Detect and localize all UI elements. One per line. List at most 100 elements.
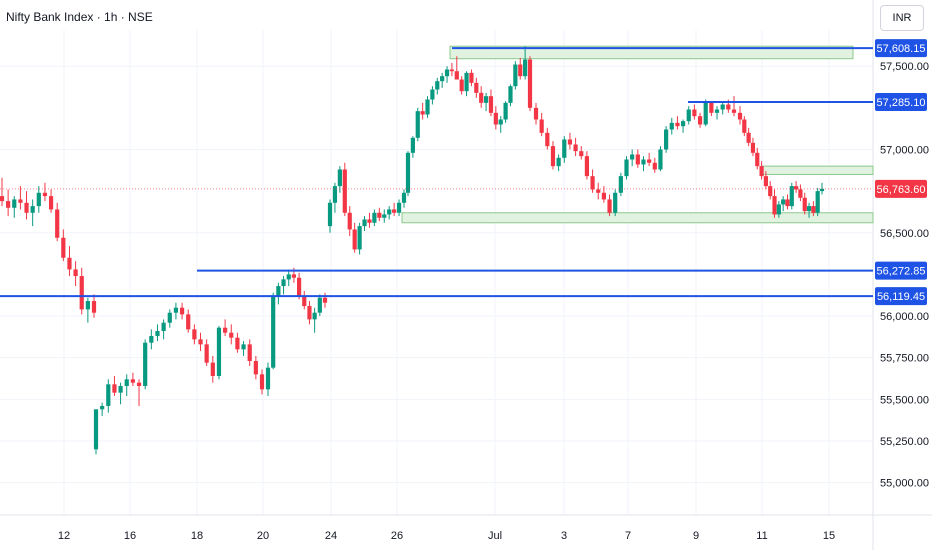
currency-button[interactable]: INR: [880, 5, 924, 31]
candle-body: [430, 89, 435, 100]
y-tick-label: 55,250.00: [880, 436, 929, 448]
candle-body: [179, 307, 185, 315]
candle-body: [811, 206, 816, 213]
candle-body: [641, 159, 646, 165]
level-price-badge: [875, 39, 927, 58]
candle-body: [302, 296, 307, 307]
x-tick-label: 26: [391, 530, 403, 542]
candle-body: [680, 121, 686, 127]
candle-body: [0, 196, 5, 202]
candle-body: [459, 79, 464, 92]
y-tick-label: 56,500.00: [880, 228, 929, 240]
candle-body: [410, 137, 415, 153]
candle-body: [12, 199, 17, 208]
level-price-label: 56,119.45: [877, 291, 925, 303]
y-tick-label: 57,000.00: [880, 144, 929, 156]
candle-body: [785, 199, 790, 207]
candle-body: [675, 122, 680, 127]
current-price-badge: [875, 179, 927, 198]
candle-body: [167, 312, 172, 323]
candle-body: [755, 152, 760, 167]
candle-body: [42, 192, 48, 197]
candle-body: [367, 219, 372, 223]
candle-body: [396, 202, 402, 213]
x-tick-label: 20: [257, 530, 269, 542]
candle-body: [100, 405, 105, 410]
x-tick-label: 7: [625, 530, 631, 542]
candle-body: [387, 209, 392, 215]
candle-body: [401, 192, 407, 203]
candle-body: [556, 157, 561, 167]
candle-body: [669, 122, 674, 130]
candle-body: [312, 312, 317, 320]
x-tick-label: 3: [561, 530, 567, 542]
candle-body: [776, 204, 781, 215]
candle-body: [664, 129, 669, 150]
candle-body: [726, 104, 731, 110]
candle-body: [415, 111, 420, 138]
candle-body: [291, 274, 297, 278]
candle-body: [601, 192, 606, 200]
level-price-label: 57,285.10: [877, 97, 926, 109]
y-tick-label: 55,750.00: [880, 353, 929, 365]
candle-body: [93, 409, 99, 450]
candle-body: [607, 199, 612, 213]
candle-body: [216, 327, 222, 377]
candle-body: [562, 139, 567, 158]
candle-body: [759, 166, 764, 177]
candle-body: [79, 276, 84, 310]
candle-body: [545, 132, 550, 147]
candle-body: [61, 237, 66, 258]
candle-body: [296, 277, 302, 297]
candle-body: [253, 361, 258, 375]
candle-body: [204, 344, 209, 363]
candle-body: [720, 104, 725, 110]
candle-body: [508, 86, 513, 103]
candle-body: [259, 374, 265, 390]
level-price-badge: [875, 287, 927, 306]
candle-body: [798, 189, 803, 198]
candle-body: [210, 362, 215, 377]
candle-body: [36, 192, 41, 207]
candle-body: [750, 142, 756, 153]
x-tick-label: Jul: [488, 530, 502, 542]
candle-body: [265, 367, 271, 390]
candle-body: [198, 339, 203, 345]
candle-body: [342, 169, 347, 213]
candle-body: [337, 169, 342, 187]
candle-body: [332, 186, 338, 203]
candle-body: [420, 111, 425, 115]
candle-body: [488, 96, 494, 113]
candle-body: [30, 206, 35, 213]
candle-body: [85, 301, 90, 310]
candle-body: [613, 192, 618, 213]
candle-body: [24, 202, 29, 213]
candle-body: [746, 132, 751, 143]
y-tick-label: 55,500.00: [880, 394, 929, 406]
candle-body: [454, 71, 459, 80]
x-tick-label: 15: [823, 530, 835, 542]
candle-body: [498, 119, 503, 125]
candle-body: [483, 96, 489, 103]
candle-body: [523, 59, 528, 77]
candle-body: [596, 189, 601, 193]
candle-body: [377, 212, 382, 218]
candle-body: [223, 327, 228, 333]
current-price-label: 56,763.60: [877, 184, 926, 196]
symbol-title: Nifty Bank Index · 1h · NSE: [6, 10, 153, 24]
candle-body: [392, 209, 397, 213]
zone-rect: [449, 45, 854, 60]
candle-body: [579, 151, 584, 157]
candle-body: [322, 297, 328, 303]
candle-body: [6, 201, 11, 208]
candle-body: [815, 191, 820, 213]
zone-rect: [761, 165, 874, 175]
candle-body: [567, 139, 573, 145]
candle-body: [317, 297, 322, 313]
candle-body: [48, 196, 54, 210]
candle-body: [444, 69, 450, 77]
candle-body: [149, 336, 154, 343]
candle-body: [618, 176, 623, 193]
